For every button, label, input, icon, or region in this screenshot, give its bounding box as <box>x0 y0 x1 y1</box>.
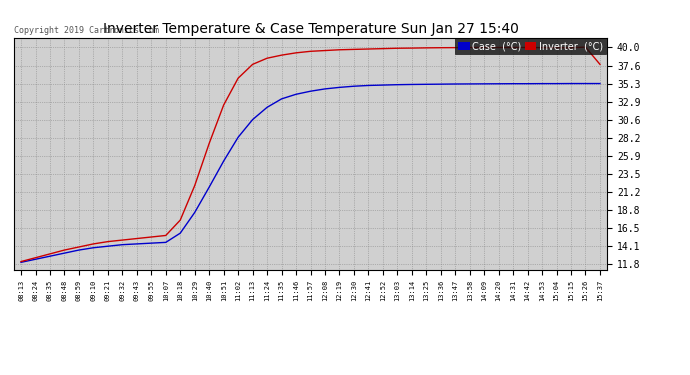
Text: Copyright 2019 Cartronics.com: Copyright 2019 Cartronics.com <box>14 26 159 35</box>
Title: Inverter Temperature & Case Temperature Sun Jan 27 15:40: Inverter Temperature & Case Temperature … <box>103 22 518 36</box>
Legend: Case  (°C), Inverter  (°C): Case (°C), Inverter (°C) <box>455 39 607 54</box>
